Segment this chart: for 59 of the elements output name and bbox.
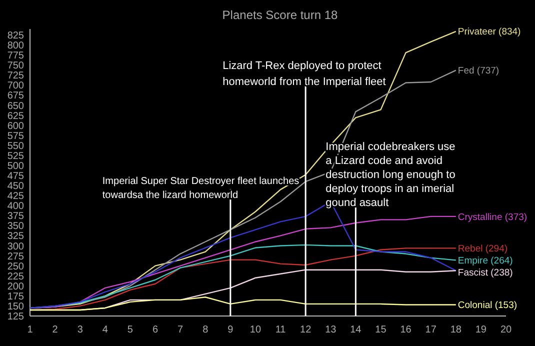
y-tick-label: 300 [7, 241, 24, 252]
x-tick-label: 20 [500, 324, 512, 336]
series-label: Privateer (834) [458, 26, 521, 38]
x-tick-label: 12 [300, 324, 312, 336]
y-tick-label: 175 [7, 291, 24, 302]
y-tick-label: 450 [7, 181, 24, 192]
y-tick-label: 825 [7, 30, 24, 42]
x-tick-label: 11 [275, 324, 286, 336]
x-tick-label: 5 [127, 324, 134, 336]
x-tick-label: 7 [178, 324, 184, 336]
y-tick-label: 425 [7, 191, 24, 202]
y-tick-label: 250 [7, 261, 24, 272]
y-tick-label: 125 [7, 312, 24, 322]
y-tick-label: 775 [7, 50, 24, 62]
x-tick-label: 9 [228, 324, 234, 336]
x-tick-label: 18 [450, 324, 462, 336]
y-tick-label: 600 [7, 120, 24, 132]
x-tick-label: 14 [350, 324, 362, 336]
y-tick-label: 200 [7, 281, 24, 292]
x-tick-label: 6 [152, 324, 158, 336]
x-tick-label: 1 [27, 324, 34, 336]
x-tick-label: 10 [250, 324, 262, 336]
y-tick-label: 575 [7, 130, 24, 142]
y-tick-label: 350 [7, 221, 24, 232]
y-tick-label: 150 [7, 301, 24, 312]
x-tick-label: 2 [52, 324, 58, 336]
y-tick-label: 400 [7, 201, 24, 212]
y-tick-label: 700 [7, 80, 24, 92]
y-tick-label: 375 [7, 211, 24, 222]
series-label: Crystalline (373) [458, 212, 528, 223]
x-tick-label: 16 [400, 324, 412, 336]
y-tick-label: 800 [7, 40, 24, 52]
ref-line-label: Lizard T-Rex deployed to protect homeworld from the Imperial fleet [222, 60, 386, 88]
y-tick-label: 325 [7, 231, 24, 242]
series-label: Rebel (294) [458, 243, 508, 254]
y-tick-label: 500 [7, 160, 24, 172]
y-tick-label: 225 [7, 271, 24, 282]
x-tick-label: 3 [77, 324, 84, 336]
series-label: Fascist (238) [458, 268, 513, 279]
y-tick-label: 275 [7, 251, 24, 262]
y-tick-label: 625 [7, 110, 24, 122]
series-label: Fed (737) [458, 66, 500, 77]
x-tick-label: 19 [475, 324, 487, 336]
y-tick-label: 525 [7, 150, 24, 162]
chart-title: Planets Score turn 18 [222, 8, 338, 22]
series-label: Colonial (153) [458, 300, 518, 312]
y-tick-label: 725 [7, 70, 24, 82]
x-tick-label: 15 [375, 324, 387, 336]
x-tick-label: 8 [202, 324, 209, 336]
series-label: Empire (264) [458, 256, 513, 267]
y-tick-label: 750 [7, 60, 24, 72]
y-tick-label: 650 [7, 100, 24, 112]
x-tick-label: 17 [425, 324, 437, 336]
y-tick-label: 475 [7, 171, 24, 182]
y-tick-label: 550 [7, 140, 24, 152]
x-tick-label: 4 [102, 324, 108, 336]
y-tick-label: 675 [7, 90, 24, 102]
x-tick-label: 13 [325, 324, 337, 336]
line-series [29, 296, 456, 311]
